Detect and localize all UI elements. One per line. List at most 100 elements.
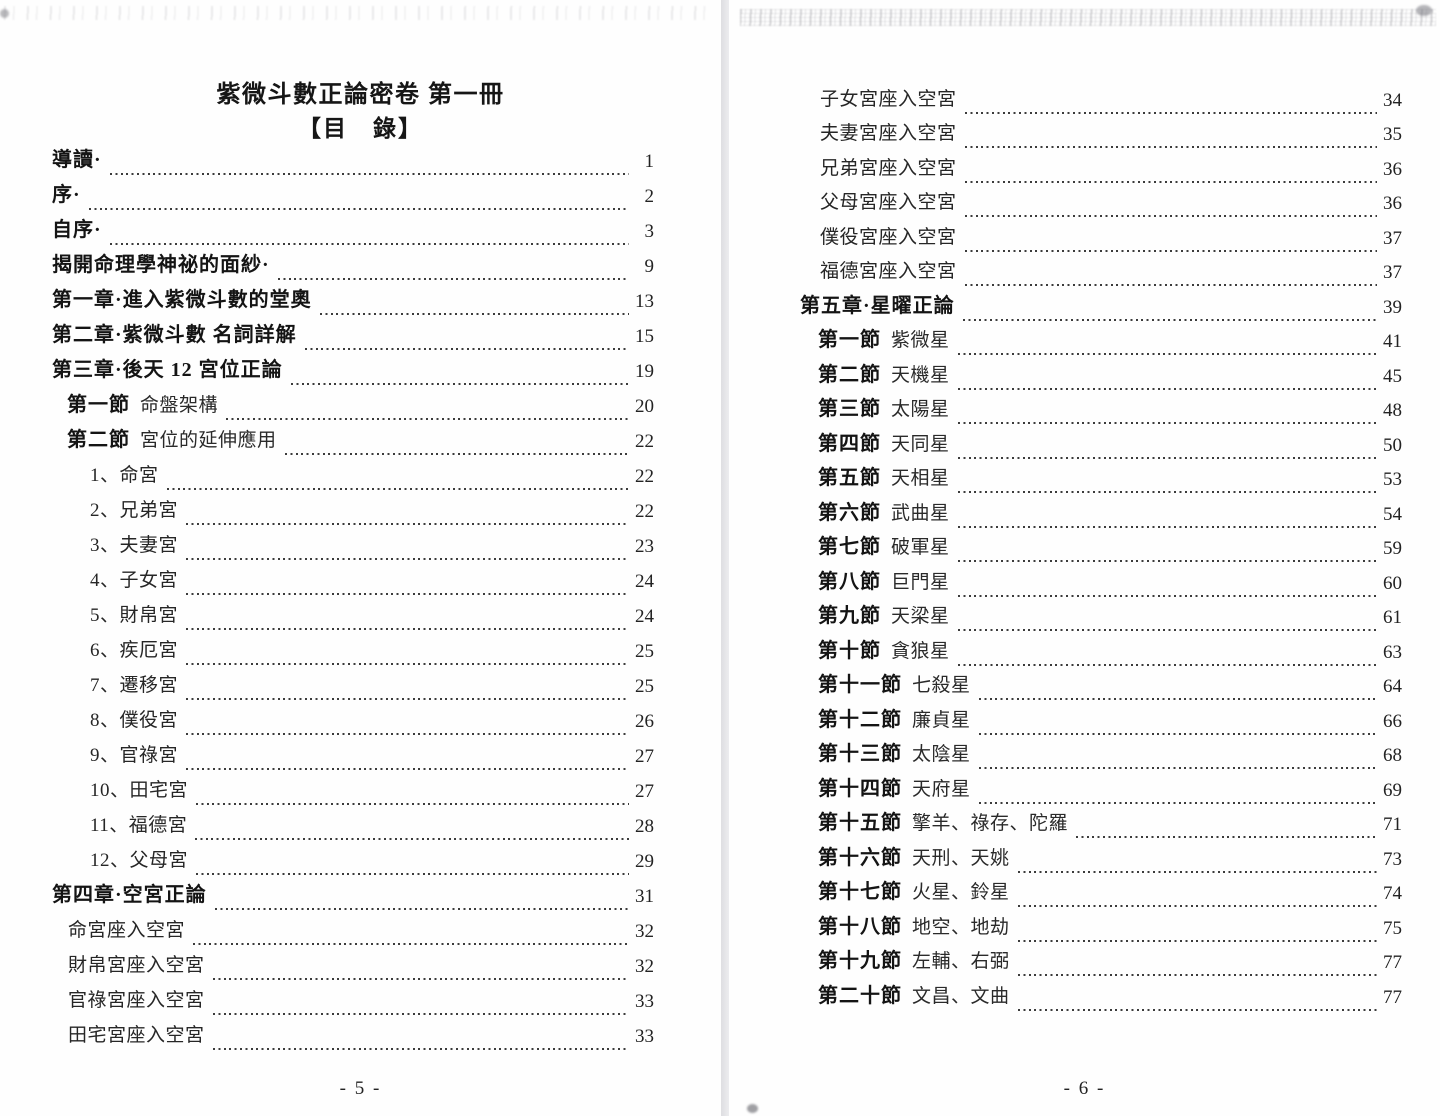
toc-entry: 第四章·空宮正論 31 — [0, 878, 721, 913]
entry-label: 第二章·紫微斗數 名詞詳解 — [52, 324, 297, 346]
dot-leader — [212, 1013, 629, 1015]
toc-entry: 2、兄弟宮 22 — [0, 493, 721, 528]
entry-section-number: 第七節 — [818, 536, 881, 558]
entry-label: 福德宮座入空宮 — [820, 261, 957, 282]
entry-page-number: 39 — [1383, 296, 1402, 318]
entry-page-number: 27 — [635, 746, 654, 767]
entry-page-number: 3 — [644, 221, 655, 242]
dot-leader — [978, 801, 1377, 804]
entry-label: 8、僕役宮 — [90, 710, 179, 731]
entry-page-number: 69 — [1383, 779, 1402, 801]
dot-leader — [957, 560, 1377, 562]
dot-leader — [957, 456, 1377, 459]
entry-page-number: 24 — [635, 571, 654, 592]
entry-label: 太陽星 — [891, 399, 950, 420]
dot-leader — [978, 698, 1377, 700]
entry-section-number: 第十二節 — [818, 708, 902, 731]
toc-entry: 第一節 命盤架構 20 — [0, 388, 721, 423]
entry-page-number: 41 — [1383, 331, 1402, 352]
dot-leader — [957, 525, 1377, 528]
entry-label: 七殺星 — [912, 675, 971, 696]
entry-label: 文昌、文曲 — [912, 985, 1010, 1007]
entry-label: 第一章·進入紫微斗數的堂奧 — [52, 289, 312, 311]
entry-page-number: 73 — [1383, 848, 1402, 870]
dot-leader — [978, 732, 1377, 735]
dot-leader — [186, 593, 629, 595]
entry-page-number: 36 — [1383, 158, 1402, 180]
entry-label: 僕役宮座入空宮 — [820, 226, 957, 248]
dot-leader — [186, 558, 629, 560]
toc-entry: 第二節 天機星 45 — [729, 358, 1440, 393]
dot-leader — [186, 663, 629, 665]
entry-label: 4、子女宮 — [90, 570, 179, 591]
entry-label: 自序· — [52, 219, 102, 241]
entry-section-number: 第十四節 — [818, 777, 902, 800]
toc-entry: 田宅宮座入空宮 33 — [0, 1018, 721, 1053]
dot-leader — [1017, 974, 1377, 976]
toc-list-right: 子女宮座入空宮 34 夫妻宮座入空宮 35 兄弟宮座入空宮 36 父母宮座入空宮 36 僕役宮座… — [729, 82, 1440, 1014]
entry-page-number: 36 — [1383, 193, 1402, 214]
toc-entry: 7、遷移宮 25 — [0, 668, 721, 703]
entry-section-number: 第九節 — [818, 605, 881, 627]
dot-leader — [88, 208, 629, 210]
entry-page-number: 63 — [1383, 641, 1402, 663]
entry-label: 田宅宮座入空宮 — [68, 1025, 205, 1046]
entry-page-number: 37 — [1383, 227, 1402, 249]
entry-section-number: 第十七節 — [818, 881, 902, 903]
entry-label: 財帛宮座入空宮 — [68, 955, 205, 976]
toc-entry: 導讀· 1 — [0, 143, 721, 178]
entry-page-number: 33 — [635, 1026, 654, 1047]
entry-section-number: 第十三節 — [818, 743, 902, 765]
entry-label: 12、父母宮 — [90, 850, 189, 871]
dot-leader — [957, 353, 1377, 355]
entry-page-number: 20 — [635, 396, 654, 417]
toc-entry: 第二十節 文昌、文曲 77 — [729, 979, 1440, 1014]
entry-label: 命宮座入空宮 — [68, 920, 186, 941]
entry-label: 第四章·空宮正論 — [52, 884, 207, 906]
dot-leader — [290, 383, 629, 385]
dot-leader — [226, 418, 629, 420]
entry-label: 父母宮座入空宮 — [820, 192, 957, 213]
dot-leader — [1017, 870, 1377, 873]
entry-page-number: 35 — [1383, 124, 1402, 145]
entry-label: 7、遷移宮 — [90, 675, 179, 696]
entry-page-number: 32 — [635, 921, 654, 942]
toc-entry: 第十九節 左輔、右弼 77 — [729, 945, 1440, 980]
dot-leader — [193, 943, 629, 945]
toc-entry: 第五節 天相星 53 — [729, 462, 1440, 497]
toc-entry: 第二章·紫微斗數 名詞詳解 15 — [0, 318, 721, 353]
dot-leader — [196, 873, 629, 875]
toc-entry: 5、財帛宮 24 — [0, 598, 721, 633]
dot-leader — [284, 453, 629, 455]
dot-leader — [186, 768, 629, 770]
dot-leader — [196, 803, 629, 805]
entry-section-number: 第十一節 — [818, 674, 902, 696]
entry-page-number: 60 — [1383, 572, 1402, 594]
entry-section-number: 第五節 — [818, 467, 881, 489]
entry-label: 天同星 — [891, 433, 950, 455]
entry-page-number: 77 — [1383, 952, 1402, 973]
entry-page-number: 22 — [635, 431, 654, 452]
entry-section-number: 第三節 — [818, 398, 881, 420]
toc-entry: 官祿宮座入空宮 33 — [0, 983, 721, 1018]
toc-entry: 序· 2 — [0, 178, 721, 213]
entry-label: 10、田宅宮 — [90, 780, 189, 801]
entry-page-number: 1 — [644, 151, 655, 172]
entry-page-number: 53 — [1383, 469, 1402, 490]
entry-section-number: 第二節 — [818, 363, 881, 386]
dot-leader — [957, 387, 1377, 390]
entry-label: 6、疾厄宮 — [90, 640, 179, 661]
scan-speck-top-right — [1416, 5, 1432, 16]
toc-entry: 第十四節 天府星 69 — [729, 772, 1440, 807]
entry-section-number: 第一節 — [818, 329, 881, 351]
entry-page-number: 27 — [635, 781, 654, 802]
entry-label: 天相星 — [891, 468, 950, 489]
entry-label: 天梁星 — [891, 606, 950, 627]
toc-entry: 福德宮座入空宮 37 — [729, 255, 1440, 290]
toc-entry: 僕役宮座入空宮 37 — [729, 220, 1440, 255]
entry-page-number: 34 — [1383, 89, 1402, 111]
entry-section-number: 第六節 — [818, 501, 881, 524]
toc-entry: 命宮座入空宮 32 — [0, 913, 721, 948]
toc-entry: 第九節 天梁星 61 — [729, 600, 1440, 635]
dot-leader — [319, 313, 629, 315]
